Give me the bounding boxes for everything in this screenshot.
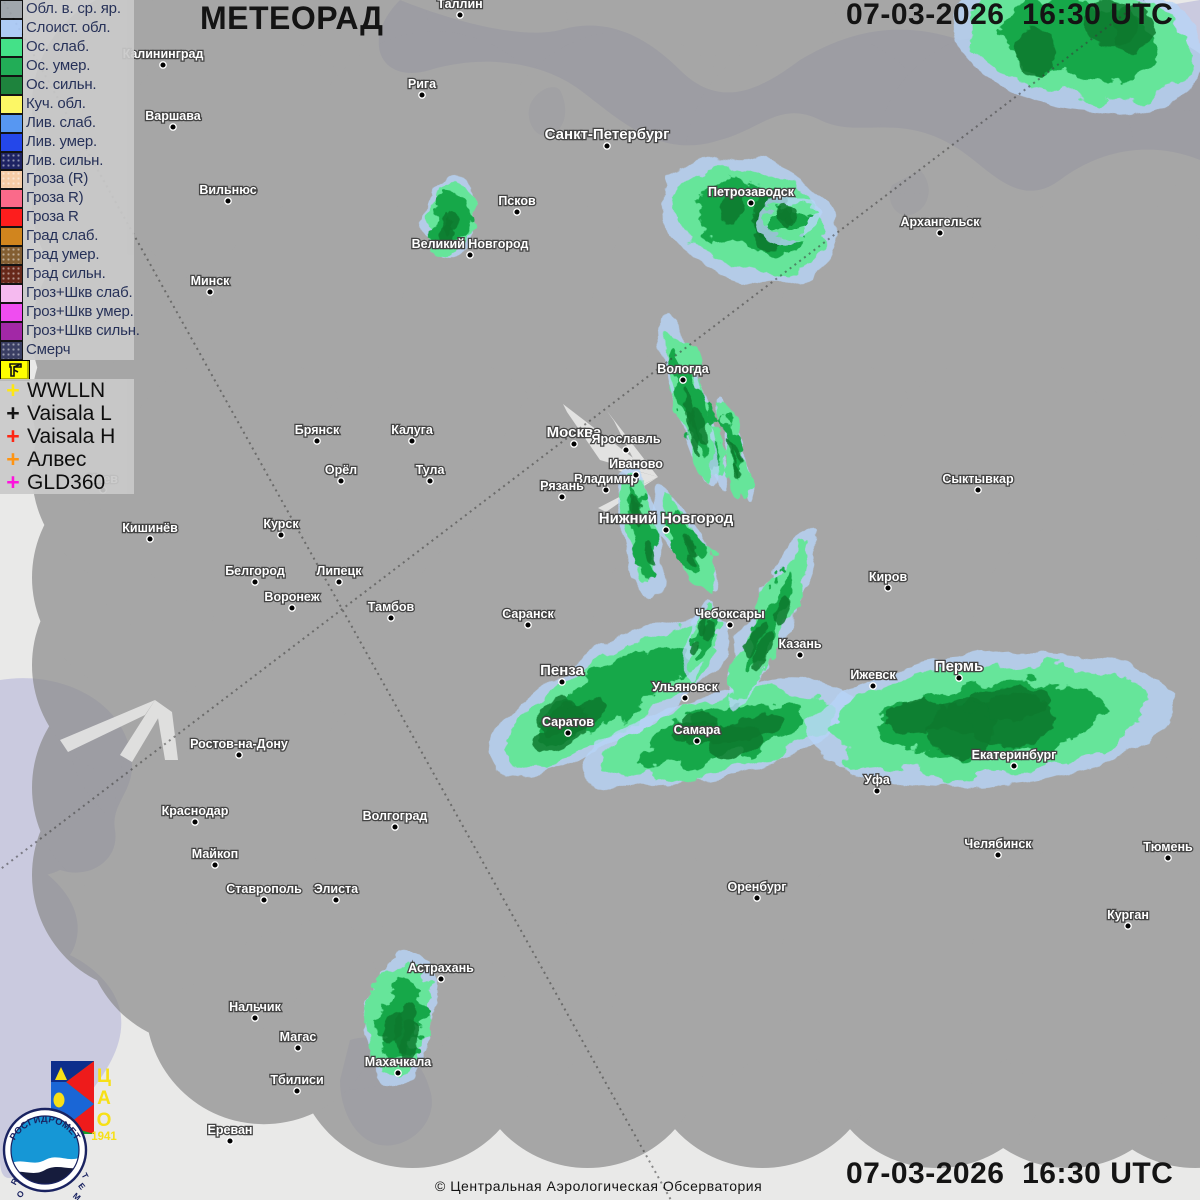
svg-text:А: А bbox=[97, 1088, 111, 1109]
svg-text:Пермь: Пермь bbox=[935, 658, 983, 675]
svg-text:Орёл: Орёл bbox=[325, 463, 357, 477]
svg-text:Рига: Рига bbox=[408, 77, 437, 91]
svg-text:Ереван: Ереван bbox=[208, 1123, 253, 1137]
svg-text:Уфа: Уфа bbox=[864, 773, 891, 787]
svg-text:Ярославль: Ярославль bbox=[591, 432, 660, 446]
svg-text:Рязань: Рязань bbox=[540, 479, 584, 493]
svg-text:Нальчик: Нальчик bbox=[229, 1000, 281, 1014]
svg-text:Вологда: Вологда bbox=[657, 362, 709, 376]
svg-text:Калуга: Калуга bbox=[391, 423, 434, 437]
svg-text:Казань: Казань bbox=[778, 637, 821, 651]
svg-text:Самара: Самара bbox=[674, 723, 722, 737]
svg-text:Белгород: Белгород bbox=[225, 564, 285, 578]
svg-text:Петрозаводск: Петрозаводск bbox=[708, 185, 795, 199]
svg-text:Санкт-Петербург: Санкт-Петербург bbox=[545, 126, 670, 143]
svg-text:Кишинёв: Кишинёв bbox=[122, 521, 178, 535]
svg-text:Ростов-на-Дону: Ростов-на-Дону bbox=[190, 737, 288, 751]
svg-text:Екатеринбург: Екатеринбург bbox=[972, 748, 1057, 762]
svg-text:Краснодар: Краснодар bbox=[162, 804, 229, 818]
svg-text:Тамбов: Тамбов bbox=[368, 600, 415, 614]
svg-text:О: О bbox=[97, 1110, 112, 1131]
svg-text:Пенза: Пенза bbox=[540, 662, 584, 679]
svg-text:Ульяновск: Ульяновск bbox=[652, 680, 718, 694]
svg-text:Волгоград: Волгоград bbox=[363, 809, 428, 823]
svg-text:Чебоксары: Чебоксары bbox=[695, 607, 764, 621]
svg-text:Курган: Курган bbox=[1107, 908, 1149, 922]
svg-text:Вильнюс: Вильнюс bbox=[199, 183, 256, 197]
svg-text:Курск: Курск bbox=[263, 517, 299, 531]
svg-text:Таллин: Таллин bbox=[437, 0, 482, 11]
svg-text:Минск: Минск bbox=[191, 274, 231, 288]
svg-text:Ц: Ц bbox=[97, 1066, 111, 1087]
svg-text:Воронеж: Воронеж bbox=[264, 590, 319, 604]
svg-text:Тула: Тула bbox=[416, 463, 446, 477]
svg-text:Тюмень: Тюмень bbox=[1143, 840, 1193, 854]
svg-text:1941: 1941 bbox=[91, 1131, 117, 1143]
svg-text:Тбилиси: Тбилиси bbox=[270, 1073, 323, 1087]
svg-text:Магас: Магас bbox=[280, 1030, 317, 1044]
svg-text:Варшава: Варшава bbox=[145, 109, 202, 123]
svg-text:Архангельск: Архангельск bbox=[901, 215, 981, 229]
svg-text:Иваново: Иваново bbox=[609, 457, 663, 471]
svg-text:Калининград: Калининград bbox=[123, 47, 204, 61]
svg-text:Астрахань: Астрахань bbox=[408, 961, 474, 975]
svg-text:Ижевск: Ижевск bbox=[850, 668, 896, 682]
svg-text:Брянск: Брянск bbox=[295, 423, 340, 437]
svg-text:Великий Новгород: Великий Новгород bbox=[412, 237, 529, 251]
svg-text:M: M bbox=[71, 1191, 83, 1200]
svg-text:Нижний Новгород: Нижний Новгород bbox=[599, 510, 734, 527]
svg-text:O: O bbox=[14, 1188, 26, 1200]
svg-text:Киров: Киров bbox=[869, 570, 908, 584]
svg-text:Саранск: Саранск bbox=[502, 607, 554, 621]
svg-text:Саратов: Саратов bbox=[542, 715, 594, 729]
svg-text:Махачкала: Махачкала bbox=[365, 1055, 433, 1069]
svg-text:Элиста: Элиста bbox=[314, 882, 359, 896]
svg-text:T: T bbox=[80, 1171, 92, 1181]
svg-text:Ставрополь: Ставрополь bbox=[226, 882, 302, 896]
svg-text:Челябинск: Челябинск bbox=[964, 837, 1032, 851]
svg-text:Липецк: Липецк bbox=[317, 564, 363, 578]
svg-text:Псков: Псков bbox=[498, 194, 536, 208]
svg-text:Оренбург: Оренбург bbox=[727, 880, 786, 894]
svg-text:Сыктывкар: Сыктывкар bbox=[942, 472, 1014, 486]
svg-text:Майкоп: Майкоп bbox=[192, 847, 238, 861]
